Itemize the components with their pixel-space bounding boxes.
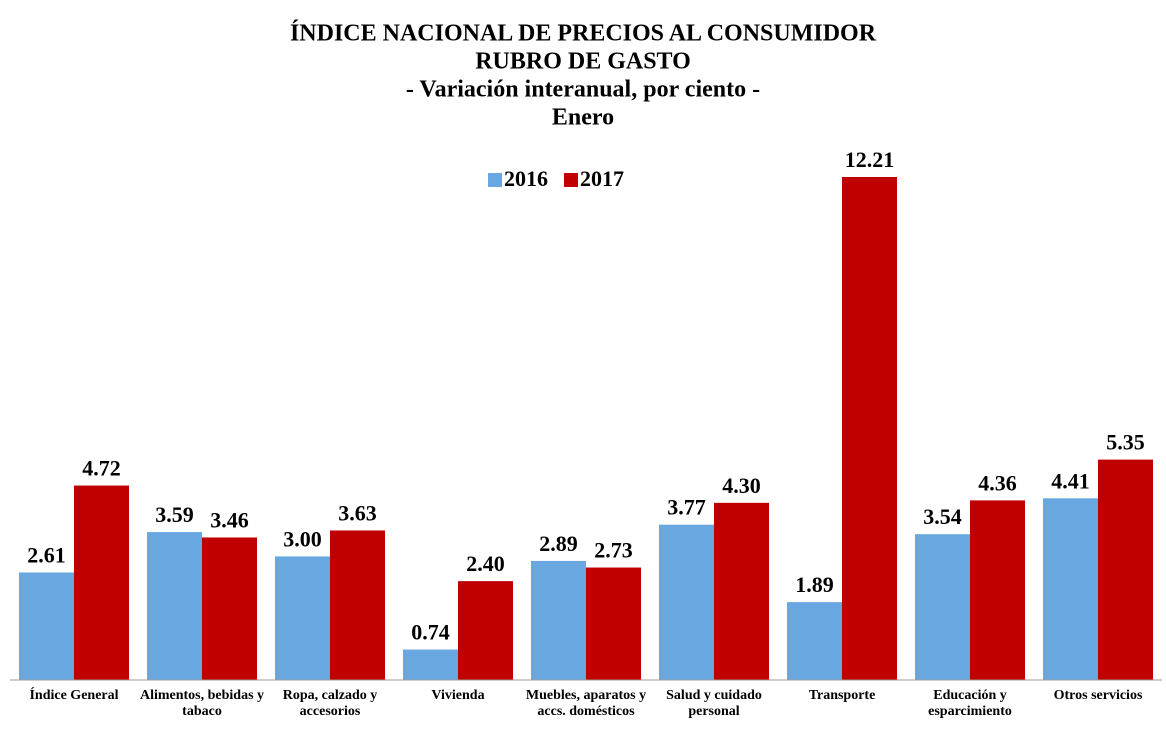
data-label: 3.77	[667, 495, 706, 520]
x-tick-label: Transporte	[808, 688, 876, 703]
bar	[275, 556, 330, 680]
bar	[19, 572, 74, 680]
x-tick-label: Vivienda	[431, 688, 485, 703]
bar	[330, 530, 385, 680]
data-label: 4.36	[978, 470, 1017, 495]
bar	[714, 502, 769, 680]
bar	[1098, 459, 1153, 680]
data-label: 3.46	[210, 508, 249, 533]
x-tick-label: Salud y cuidado personal	[666, 688, 762, 719]
data-label: 3.63	[338, 501, 377, 526]
data-label: 2.89	[539, 531, 578, 556]
data-label: 3.59	[155, 502, 194, 527]
bar	[659, 524, 714, 680]
bar	[586, 567, 641, 680]
chart-title: RUBRO DE GASTO	[475, 49, 691, 75]
bar	[531, 560, 586, 680]
data-label: 4.72	[82, 456, 121, 481]
data-label: 2.61	[27, 543, 66, 568]
x-tick-label: Ropa, calzado y accesorios	[282, 688, 378, 719]
x-tick-label: Educación y esparcimiento	[928, 688, 1012, 719]
bar	[147, 532, 202, 680]
data-label: 12.21	[845, 147, 895, 172]
legend-swatch	[488, 173, 502, 187]
data-label: 0.74	[411, 620, 450, 645]
bar	[970, 500, 1025, 680]
bar	[458, 581, 513, 680]
chart-subtitle: - Variación interanual, por ciento -	[406, 77, 760, 103]
data-label: 3.00	[283, 526, 322, 551]
bar	[74, 485, 129, 680]
bar	[202, 537, 257, 680]
x-tick-label: Índice General	[29, 688, 119, 703]
legend-label: 2016	[504, 166, 548, 191]
legend-label: 2017	[580, 166, 624, 191]
data-label: 2.40	[466, 551, 505, 576]
x-tick-label: Muebles, aparatos y accs. domésticos	[525, 688, 647, 719]
x-tick-label: Otros servicios	[1053, 688, 1143, 703]
bar	[1043, 498, 1098, 680]
bar	[403, 649, 458, 680]
chart-period: Enero	[552, 105, 614, 131]
x-tick-label: Alimentos, bebidas y tabaco	[139, 688, 265, 719]
data-label: 1.89	[795, 572, 834, 597]
bar	[842, 177, 897, 680]
data-label: 4.41	[1051, 468, 1090, 493]
data-label: 5.35	[1106, 430, 1145, 455]
bar	[787, 602, 842, 680]
data-label: 2.73	[594, 538, 633, 563]
legend-swatch	[564, 173, 578, 187]
bar	[915, 534, 970, 680]
chart-title: ÍNDICE NACIONAL DE PRECIOS AL CONSUMIDOR	[290, 21, 877, 47]
data-label: 3.54	[923, 504, 962, 529]
data-label: 4.30	[722, 473, 761, 498]
